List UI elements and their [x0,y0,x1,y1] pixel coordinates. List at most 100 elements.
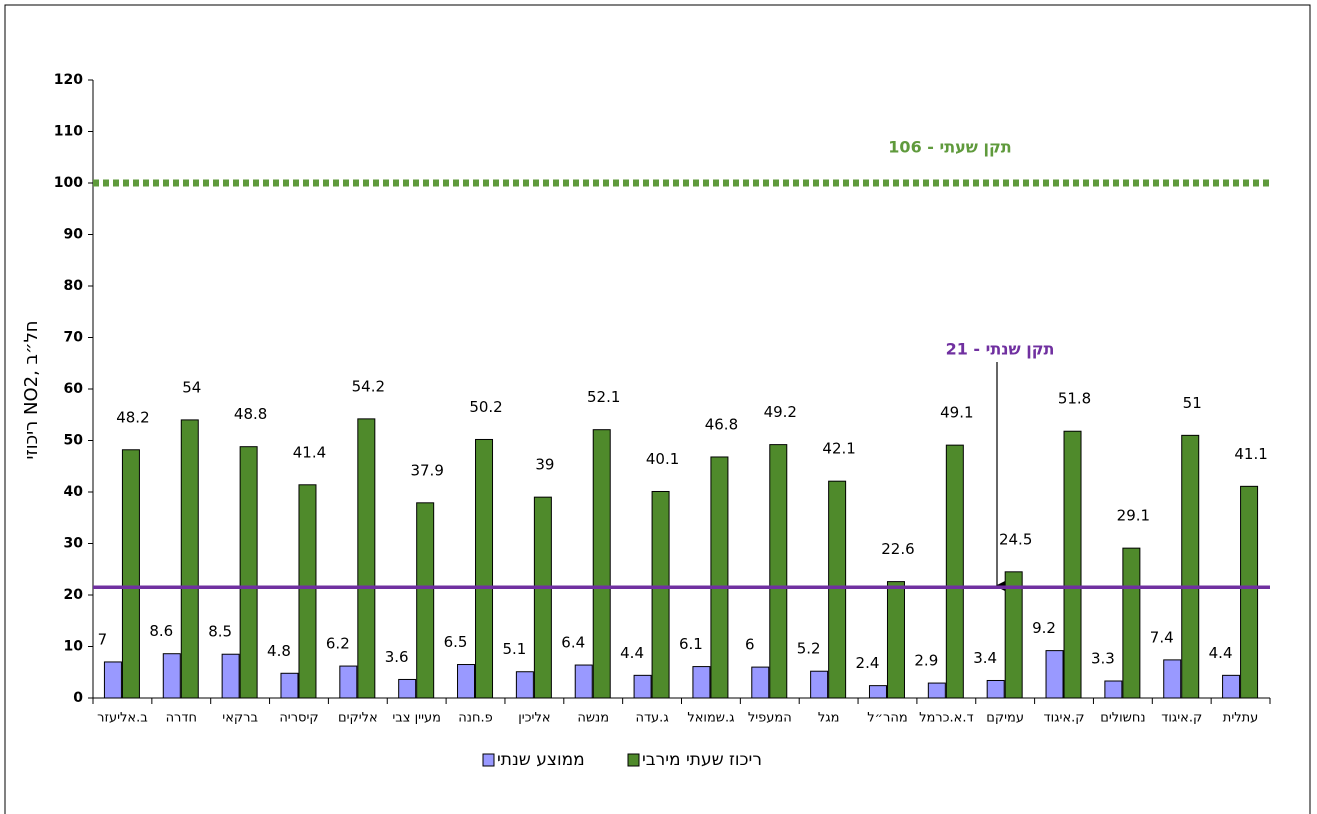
x-tick-label: חדרה [166,711,197,726]
y-tick-label: 10 [64,639,84,655]
bar [945,444,964,699]
data-label: 54.2 [352,377,385,395]
data-label: 4.4 [620,644,644,662]
data-label: 4.8 [267,642,291,660]
data-label: 8.6 [149,622,173,640]
data-label: 41.4 [293,443,326,461]
x-tick-label: ברקאי [222,711,258,726]
annotation: תקן שנתי - 21 [946,340,1055,359]
y-tick-label: 100 [54,175,83,191]
y-tick-label: 90 [64,227,84,243]
y-tick-label: 30 [64,536,84,552]
data-label: 49.2 [764,403,797,421]
y-tick-label: 80 [64,278,84,294]
data-label: 3.6 [385,648,409,666]
y-tick-label: 20 [64,587,84,603]
bar [651,490,670,699]
y-tick-label: 120 [54,72,83,88]
bar [533,496,552,699]
bar [751,666,770,699]
y-tick-label: 0 [73,690,83,706]
x-tick-label: אליקים [338,711,378,726]
y-tick-label: 110 [54,124,83,140]
bar [828,480,847,699]
bar [398,678,417,699]
data-label: 48.2 [116,408,149,426]
data-label: 37.9 [410,461,443,479]
annotation: תקן שעתי - 106 [888,138,1011,157]
data-label: 51 [1183,394,1202,412]
legend-label: ממוצע שנתי [497,750,585,770]
x-tick-label: מעיין צבי [392,711,441,726]
bar [574,664,593,699]
data-label: 4.4 [1209,644,1233,662]
data-label: 3.3 [1091,650,1115,668]
data-label: 41.1 [1234,445,1267,463]
bar [1045,650,1064,699]
x-tick-label: עמיקם [986,711,1024,726]
bar [886,581,905,699]
x-tick-label: מגל [818,711,840,726]
y-tick-label: 70 [64,330,84,346]
bar [162,653,181,699]
data-label: 39 [535,456,554,474]
bar [239,446,258,699]
bar [633,674,652,699]
data-label: 8.5 [208,623,232,641]
bar [868,685,887,699]
data-label: 2.4 [856,654,880,672]
bar [416,502,435,699]
data-label: 49.1 [940,404,973,422]
data-label: 2.9 [914,652,938,670]
bar [1122,547,1141,699]
data-label: 9.2 [1032,619,1056,637]
bar [592,429,611,699]
bar [280,672,299,699]
data-label: 42.1 [822,440,855,458]
x-tick-label: אליכין [518,711,550,726]
bar [180,419,199,699]
y-axis-label: ריכוזי NO2, חל״ב [21,320,42,459]
bar [1181,434,1200,699]
data-label: 51.8 [1058,390,1091,408]
bar [710,456,729,699]
data-label: 52.1 [587,388,620,406]
data-label: 22.6 [881,540,914,558]
bar [357,418,376,699]
bar [121,449,140,699]
data-label: 3.4 [973,649,997,667]
legend-label: ריכוז שעתי מירבי [642,750,762,770]
legend-swatch [627,753,640,767]
data-label: 7.4 [1150,628,1174,646]
data-label: 7 [98,630,108,648]
x-tick-label: ג.שמואל [687,711,734,726]
data-label: 5.2 [797,640,821,658]
bar [927,682,946,699]
data-label: 6.5 [444,633,468,651]
x-tick-label: ג.עדה [635,711,668,726]
legend-swatch [482,753,495,767]
data-label: 29.1 [1117,507,1150,525]
data-label: 46.8 [705,415,738,433]
x-tick-label: מנשה [577,711,609,726]
data-label: 6.1 [679,635,703,653]
x-tick-label: ד.א.כרמל [919,711,973,726]
x-tick-label: מהר״ל [867,711,907,726]
data-label: 5.1 [502,640,526,658]
bar [1163,659,1182,699]
y-tick-label: 60 [64,381,84,397]
bar [986,679,1005,699]
bar [1104,680,1123,699]
bar [457,664,476,699]
bar [1063,430,1082,699]
x-tick-label: עתלית [1223,711,1259,726]
x-tick-label: קיסריה [279,711,318,726]
data-label: 48.8 [234,405,267,423]
y-tick-label: 40 [64,484,84,500]
bar [692,666,711,699]
bar [1222,674,1241,699]
bar [221,653,240,699]
x-tick-label: ק.איגוד [1161,711,1202,726]
bar [298,484,317,699]
